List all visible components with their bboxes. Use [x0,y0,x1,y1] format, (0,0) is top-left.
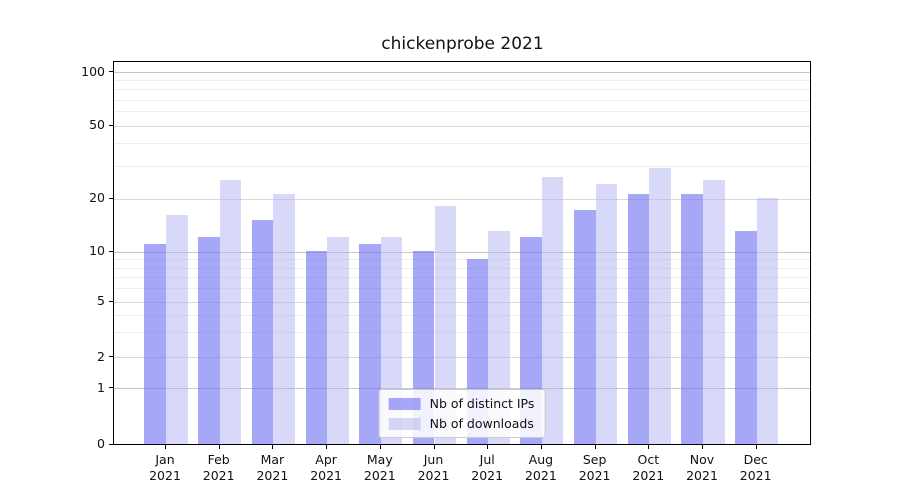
x-tick-mark-apr [326,445,328,449]
x-tick-mark-feb [218,445,220,449]
x-tick-mark-jul [487,445,489,449]
x-tick-label-aug: Aug 2021 [524,452,557,483]
gridline-5 [114,301,810,303]
y-tick-label-5: 5 [97,293,105,308]
y-tick-label-10: 10 [89,243,105,258]
chart-title: chickenprobe 2021 [381,34,544,54]
gridline-90 [114,80,810,82]
legend-swatch-downloads [388,417,421,430]
plot-area: Nb of distinct IPs Nb of downloads [113,61,811,445]
legend: Nb of distinct IPs Nb of downloads [378,389,546,438]
y-tick-label-20: 20 [89,190,105,205]
gridline-4 [114,315,810,316]
bar-downloads-jan [166,215,188,444]
gridline-30 [114,166,810,168]
bar-ips-jan [144,243,166,444]
gridline-10 [114,251,810,253]
x-tick-mark-nov [702,445,703,449]
y-tick-mark-50 [109,124,113,126]
bar-downloads-oct [649,168,671,444]
gridline-6 [114,288,810,290]
x-tick-mark-aug [540,445,542,449]
legend-swatch-distinct-ips [388,397,421,410]
x-tick-mark-jun [433,445,435,449]
bar-downloads-feb [219,180,242,444]
gridline-70 [114,99,810,101]
bar-ips-feb [198,237,220,444]
gridline-20 [114,198,810,200]
y-tick-mark-10 [109,250,113,252]
gridline-60 [114,111,810,113]
legend-entry-distinct-ips: Nb of distinct IPs [388,396,535,411]
gridline-7 [114,277,810,279]
bar-ips-dec [735,230,757,444]
y-tick-label-2: 2 [97,348,105,364]
bar-ips-nov [681,194,703,444]
x-tick-label-jun: Jun 2021 [417,452,450,483]
y-tick-label-100: 100 [81,63,105,79]
x-tick-label-dec: Dec 2021 [739,452,772,483]
bar-ips-mar [251,220,274,444]
gridline-80 [114,89,810,91]
x-tick-label-oct: Oct 2021 [632,452,665,483]
x-tick-label-jul: Jul 2021 [471,452,504,483]
gridline-8 [114,267,810,269]
gridline-100 [114,72,810,73]
bar-downloads-jun [434,206,457,444]
y-tick-mark-20 [109,197,113,199]
gridline-2 [114,357,810,358]
x-tick-label-may: May 2021 [363,452,396,483]
x-tick-mark-mar [272,445,274,449]
x-tick-mark-may [379,445,381,449]
y-tick-mark-5 [109,300,113,302]
gridline-3 [114,332,810,334]
y-tick-label-1: 1 [97,379,105,395]
x-tick-mark-oct [648,445,650,449]
bar-downloads-aug [541,177,564,444]
x-tick-label-apr: Apr 2021 [310,452,342,483]
bar-ips-sep [574,210,596,444]
gridline-1 [114,388,810,389]
legend-entry-downloads: Nb of downloads [388,416,535,431]
bar-downloads-sep [595,183,618,444]
y-tick-label-50: 50 [89,117,105,132]
bar-downloads-apr [327,237,349,444]
bar-ips-oct [627,194,650,444]
bar-downloads-dec [756,198,779,444]
bar-ips-apr [305,251,328,444]
legend-label-downloads: Nb of downloads [429,416,534,431]
y-tick-mark-100 [109,71,113,72]
gridline-50 [114,125,810,127]
y-tick-mark-1 [109,387,113,388]
x-tick-label-jan: Jan 2021 [149,452,181,483]
y-tick-mark-2 [109,356,113,357]
bar-downloads-mar [273,194,295,444]
x-tick-label-feb: Feb 2021 [202,452,235,483]
y-tick-mark-0 [109,443,113,445]
x-tick-label-sep: Sep 2021 [578,452,611,483]
gridline-9 [114,259,810,261]
x-tick-mark-dec [755,445,757,449]
bar-downloads-nov [703,180,725,444]
x-tick-mark-sep [594,445,596,449]
legend-label-distinct-ips: Nb of distinct IPs [429,396,535,411]
y-tick-label-0: 0 [97,436,105,451]
x-tick-mark-jan [165,445,166,449]
x-tick-label-mar: Mar 2021 [256,452,289,483]
bar-ips-may [359,243,381,444]
x-tick-label-nov: Nov 2021 [686,452,718,483]
gridline-40 [114,143,810,145]
